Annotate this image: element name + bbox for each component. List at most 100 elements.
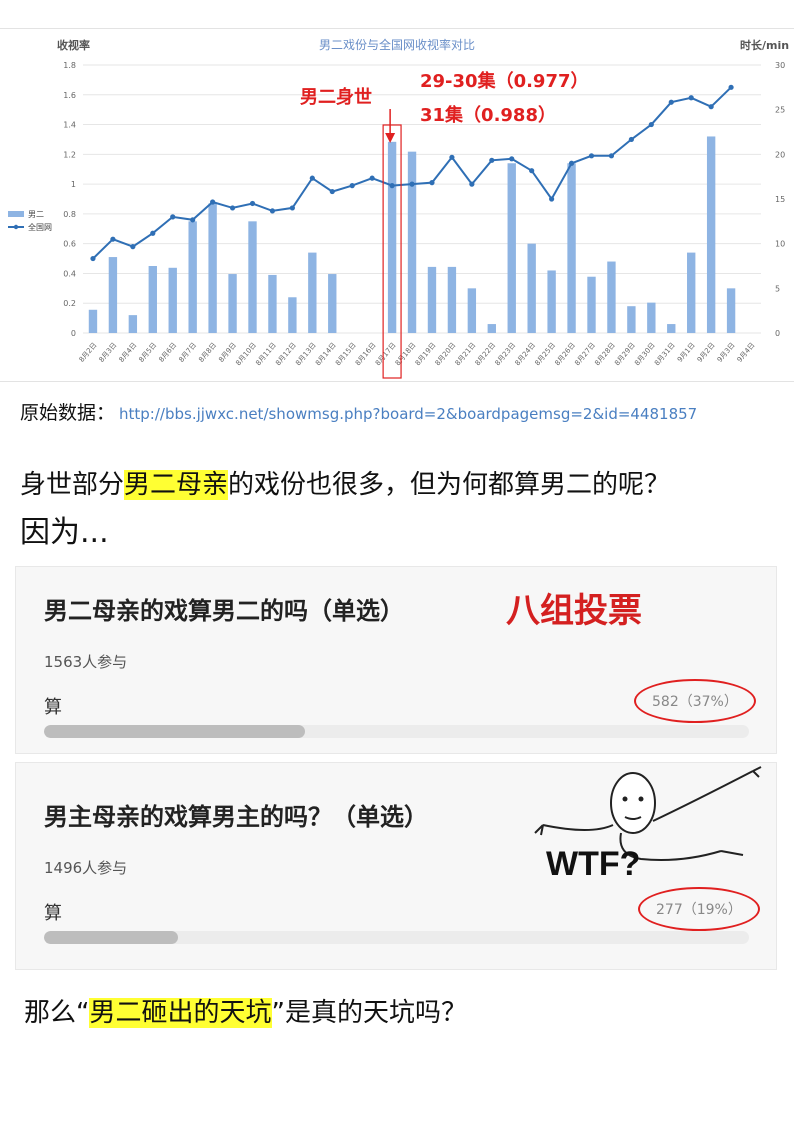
line-point-8月21日 <box>469 181 475 187</box>
bar-9月1日 <box>687 252 696 333</box>
legend-bar-swatch <box>8 211 24 217</box>
bar-8月11日 <box>268 274 277 333</box>
left-tick-label: 0 <box>71 329 76 338</box>
line-point-9月3日 <box>728 84 734 90</box>
bar-8月5日 <box>148 266 157 333</box>
poll-1-title: 男二母亲的戏算男二的吗（单选） <box>44 597 404 625</box>
poll-1-bar-track <box>44 725 749 738</box>
annotation-label: 男二身世 <box>300 86 372 108</box>
category-label: 9月2日 <box>696 341 717 364</box>
right-axis-label: 时长/min <box>740 38 789 52</box>
source-url-link[interactable]: http://bbs.jjwxc.net/showmsg.php?board=2… <box>119 405 698 423</box>
poll-card-1: 男二母亲的戏算男二的吗（单选） 八组投票 1563人参与 算 582（37%） <box>15 566 777 754</box>
bar-8月31日 <box>667 324 676 333</box>
legend-line-label: 全国网 <box>28 222 52 232</box>
line-point-8月31日 <box>668 99 674 105</box>
line-point-9月1日 <box>688 95 694 101</box>
bar-8月17日 <box>387 141 397 333</box>
line-point-8月10日 <box>249 200 256 207</box>
category-label: 8月4日 <box>118 341 139 364</box>
category-label: 8月7日 <box>177 341 198 364</box>
bar-8月26日 <box>567 163 576 333</box>
line-point-8月14日 <box>329 188 335 195</box>
meme-caption: WTF? <box>546 845 641 883</box>
bar-8月13日 <box>308 252 317 333</box>
line-point-8月19日 <box>429 180 435 186</box>
category-label: 9月3日 <box>716 341 737 364</box>
bar-8月8日 <box>208 203 217 333</box>
paragraph-1-highlight: 男二母亲 <box>124 470 229 500</box>
bar-8月6日 <box>168 267 177 333</box>
bar-8月27日 <box>587 276 596 333</box>
right-tick-label: 25 <box>775 106 785 115</box>
paragraph-3: 那么“男二砸出的天坑”是真的天坑吗？ <box>24 996 467 1030</box>
left-tick-label: 1 <box>71 180 76 189</box>
poll-1-bar-fill <box>44 725 305 738</box>
line-point-8月2日 <box>90 255 96 262</box>
line-point-8月11日 <box>269 208 276 214</box>
poll-2-title: 男主母亲的戏算男主的吗？（单选） <box>44 803 428 831</box>
paragraph-1-before: 身世部分 <box>20 470 125 500</box>
bar-8月29日 <box>627 306 636 333</box>
line-point-8月8日 <box>210 199 216 205</box>
left-tick-label: 1.4 <box>63 121 76 130</box>
line-point-8月15日 <box>349 183 355 189</box>
meme-figure-icon <box>534 766 762 861</box>
right-tick-label: 0 <box>775 329 780 338</box>
line-point-8月3日 <box>110 236 116 242</box>
line-point-8月25日 <box>549 196 555 202</box>
bar-8月4日 <box>128 315 138 333</box>
paragraph-3-highlight: 男二砸出的天坑 <box>89 998 272 1028</box>
line-point-8月22日 <box>489 157 495 163</box>
bar-8月7日 <box>188 221 197 333</box>
source-line: 原始数据： http://bbs.jjwxc.net/showmsg.php?bo… <box>20 398 697 425</box>
category-label: 8月8日 <box>197 341 218 364</box>
line-point-8月6日 <box>170 214 176 220</box>
bar-8月21日 <box>467 288 477 333</box>
poll-1-stamp: 八组投票 <box>506 591 642 631</box>
left-tick-label: 1.2 <box>63 150 76 159</box>
bar-8月14日 <box>328 274 337 333</box>
line-point-8月28日 <box>608 153 615 159</box>
poll-1-option-label: 算 <box>44 697 62 718</box>
poll-2-participants: 1496人参与 <box>44 859 128 877</box>
annotation-ep-29-30: 29-30集（0.977） <box>420 70 589 92</box>
category-label: 8月2日 <box>78 341 99 364</box>
line-point-8月16日 <box>369 175 375 181</box>
category-label: 8月5日 <box>137 341 158 364</box>
bar-8月23日 <box>507 163 516 333</box>
left-tick-label: 0.6 <box>63 240 76 249</box>
line-point-8月30日 <box>648 121 654 128</box>
line-point-8月17日 <box>389 183 395 189</box>
left-tick-label: 0.4 <box>63 269 76 278</box>
line-point-8月18日 <box>409 181 415 187</box>
bar-8月2日 <box>88 309 98 333</box>
bar-8月10日 <box>248 221 257 333</box>
source-label: 原始数据： <box>20 402 116 424</box>
highlight-box <box>382 124 402 379</box>
line-point-8月13日 <box>309 175 315 181</box>
left-tick-label: 0.8 <box>63 210 76 219</box>
category-label: 8月6日 <box>157 341 178 364</box>
bar-8月12日 <box>288 297 297 333</box>
line-point-8月29日 <box>628 136 634 143</box>
left-axis-label: 收视率 <box>57 38 90 52</box>
right-tick-label: 20 <box>775 150 785 159</box>
left-tick-label: 1.8 <box>63 61 76 70</box>
line-point-8月20日 <box>449 154 455 160</box>
poll-1-result: 582（37%） <box>634 679 756 723</box>
category-label: 8月31日 <box>653 341 677 367</box>
bar-8月9日 <box>228 274 237 333</box>
paragraph-2: 因为... <box>20 515 109 550</box>
bar-9月2日 <box>706 136 716 333</box>
bar-8月30日 <box>647 302 656 333</box>
category-label: 9月4日 <box>736 341 757 364</box>
line-point-8月12日 <box>289 205 295 211</box>
category-label: 8月3日 <box>98 341 119 364</box>
bar-8月25日 <box>547 270 556 333</box>
bar-8月20日 <box>447 266 457 333</box>
bar-8月24日 <box>527 243 536 333</box>
line-point-8月24日 <box>529 168 535 174</box>
right-tick-label: 5 <box>775 284 780 293</box>
annotation-arrow-head <box>385 133 396 143</box>
